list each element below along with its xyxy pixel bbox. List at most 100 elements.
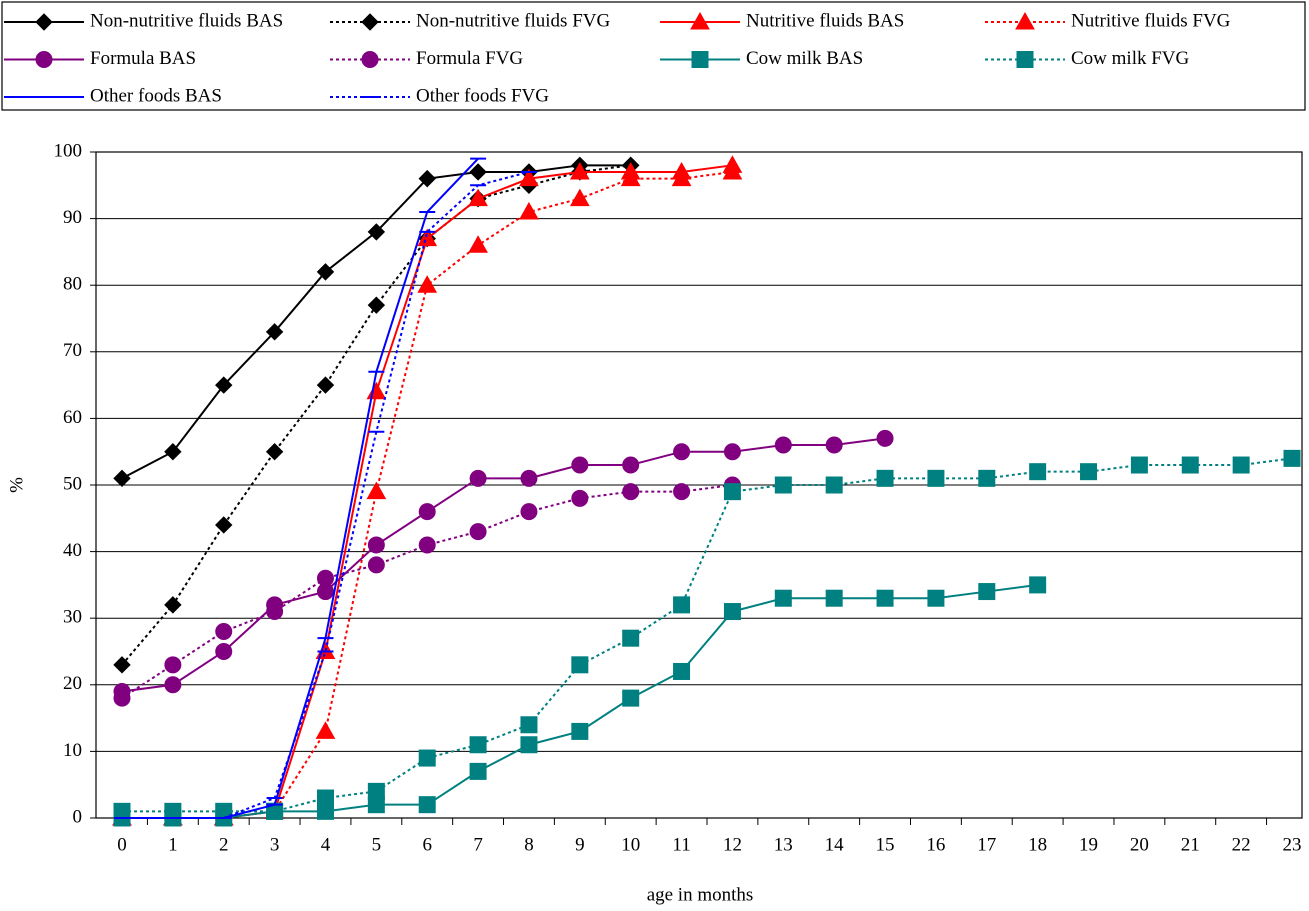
x-tick-label: 21	[1181, 834, 1200, 855]
marker	[520, 736, 538, 754]
x-tick-label: 2	[219, 834, 229, 855]
x-tick-label: 7	[473, 834, 483, 855]
x-tick-label: 8	[524, 834, 534, 855]
marker	[164, 596, 182, 614]
marker	[468, 188, 488, 207]
marker	[367, 223, 386, 241]
marker	[113, 656, 131, 674]
marker	[774, 436, 792, 454]
marker	[367, 556, 385, 574]
marker	[265, 442, 284, 461]
marker	[1080, 463, 1098, 481]
marker	[673, 662, 691, 680]
legend-label: Other foods FVG	[416, 85, 549, 106]
marker	[418, 536, 436, 554]
legend-marker	[361, 13, 379, 31]
marker	[469, 736, 487, 754]
y-tick-label: 30	[63, 607, 82, 628]
marker	[316, 263, 335, 281]
marker	[519, 168, 539, 187]
y-tick-label: 70	[63, 340, 82, 361]
marker	[367, 782, 385, 800]
legend-marker	[35, 13, 53, 31]
x-axis-label: age in months	[647, 884, 754, 905]
x-tick-label: 5	[372, 834, 382, 855]
marker	[927, 469, 945, 487]
marker	[520, 503, 538, 521]
marker	[622, 689, 640, 707]
marker	[673, 596, 691, 614]
legend-box	[1, 1, 1306, 111]
marker	[366, 481, 387, 500]
marker	[469, 762, 487, 780]
marker	[418, 796, 436, 814]
marker	[367, 536, 385, 554]
marker	[266, 603, 284, 621]
x-tick-label: 0	[117, 834, 127, 855]
marker	[671, 168, 692, 187]
legend-marker	[35, 51, 53, 68]
x-tick-label: 17	[977, 834, 996, 855]
x-tick-label: 19	[1079, 834, 1098, 855]
legend-marker	[690, 11, 710, 30]
marker	[723, 483, 741, 501]
marker	[164, 676, 182, 694]
x-tick-label: 4	[321, 834, 331, 855]
marker	[418, 169, 436, 188]
x-tick-label: 12	[723, 834, 742, 855]
marker	[774, 589, 792, 607]
marker	[215, 516, 233, 534]
plot-border	[95, 151, 1303, 819]
series-line	[122, 170, 733, 819]
x-tick-label: 1	[168, 834, 178, 855]
marker	[673, 443, 691, 461]
legend-marker	[1015, 11, 1035, 30]
marker	[825, 589, 843, 607]
y-tick-label: 40	[63, 540, 82, 561]
marker	[571, 456, 589, 474]
marker	[1181, 456, 1199, 474]
marker	[622, 483, 640, 501]
marker	[367, 296, 386, 314]
marker	[876, 429, 894, 447]
marker	[418, 503, 436, 521]
marker	[571, 489, 589, 507]
y-tick-label: 100	[54, 140, 83, 161]
marker	[316, 789, 334, 807]
marker	[164, 656, 182, 674]
x-tick-label: 20	[1130, 834, 1149, 855]
x-tick-label: 3	[270, 834, 280, 855]
marker	[519, 201, 539, 220]
y-tick-label: 60	[63, 407, 82, 428]
marker	[265, 323, 284, 341]
marker	[722, 161, 743, 180]
series-line	[122, 157, 479, 819]
marker	[315, 721, 336, 739]
legend-label: Formula BAS	[90, 48, 196, 69]
marker	[723, 603, 741, 621]
marker	[469, 163, 487, 181]
marker	[825, 476, 843, 494]
legend-label: Other foods BAS	[90, 85, 222, 106]
series-line	[122, 171, 530, 819]
x-tick-label: 9	[575, 834, 585, 855]
marker	[622, 456, 640, 474]
marker	[520, 716, 538, 734]
marker	[978, 583, 996, 601]
x-tick-label: 10	[621, 834, 640, 855]
x-tick-label: 11	[672, 834, 690, 855]
legend-label: Cow milk BAS	[746, 48, 863, 69]
marker	[316, 376, 335, 394]
marker	[164, 442, 182, 461]
marker	[876, 469, 894, 487]
legend-label: Cow milk FVG	[1071, 48, 1190, 69]
marker	[622, 629, 640, 647]
series-line	[121, 437, 886, 693]
marker	[418, 749, 436, 767]
y-axis-label: %	[6, 477, 27, 493]
marker	[571, 656, 589, 674]
marker	[571, 722, 589, 740]
marker	[978, 469, 996, 487]
marker	[1029, 463, 1047, 481]
legend-label: Nutritive fluids BAS	[746, 10, 904, 31]
